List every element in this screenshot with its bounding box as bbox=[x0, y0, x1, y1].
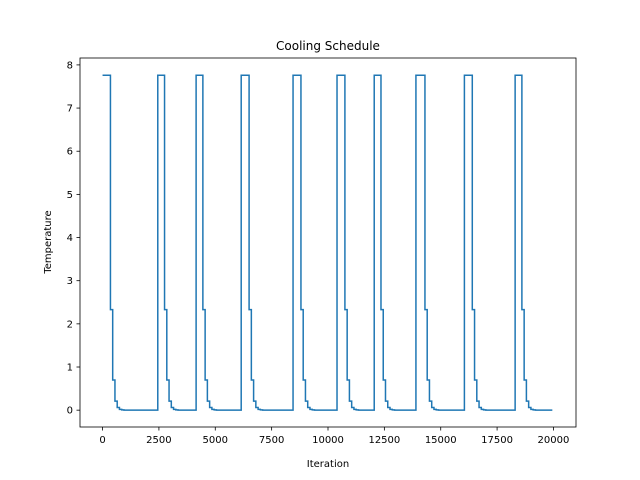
y-tick-label: 3 bbox=[67, 276, 73, 287]
x-tick-label: 0 bbox=[99, 435, 105, 446]
y-tick-label: 8 bbox=[67, 60, 73, 71]
x-tick-label: 17500 bbox=[481, 435, 513, 446]
x-axis: 0 2500 5000 7500 10000 12500 15000 17500 20000 bbox=[99, 427, 569, 446]
y-tick-label: 6 bbox=[67, 147, 73, 158]
y-tick-label: 4 bbox=[67, 233, 73, 244]
x-tick-label: 15000 bbox=[425, 435, 457, 446]
x-axis-label: Iteration bbox=[307, 459, 349, 470]
y-axis-label: Temperature bbox=[43, 210, 54, 274]
y-tick-label: 7 bbox=[67, 104, 73, 115]
temperature-series-line bbox=[102, 74, 553, 411]
x-tick-label: 20000 bbox=[538, 435, 570, 446]
plot-area bbox=[102, 74, 553, 411]
chart-title: Cooling Schedule bbox=[276, 39, 380, 53]
y-axis: 0 1 2 3 4 5 6 7 8 bbox=[67, 60, 80, 417]
y-tick-label: 0 bbox=[67, 406, 73, 417]
y-tick-label: 2 bbox=[67, 319, 73, 330]
x-tick-label: 5000 bbox=[203, 435, 228, 446]
y-tick-label: 5 bbox=[67, 190, 73, 201]
x-tick-label: 2500 bbox=[146, 435, 171, 446]
y-tick-label: 1 bbox=[67, 363, 73, 374]
x-tick-label: 10000 bbox=[312, 435, 344, 446]
x-tick-label: 12500 bbox=[368, 435, 400, 446]
x-tick-label: 7500 bbox=[259, 435, 284, 446]
